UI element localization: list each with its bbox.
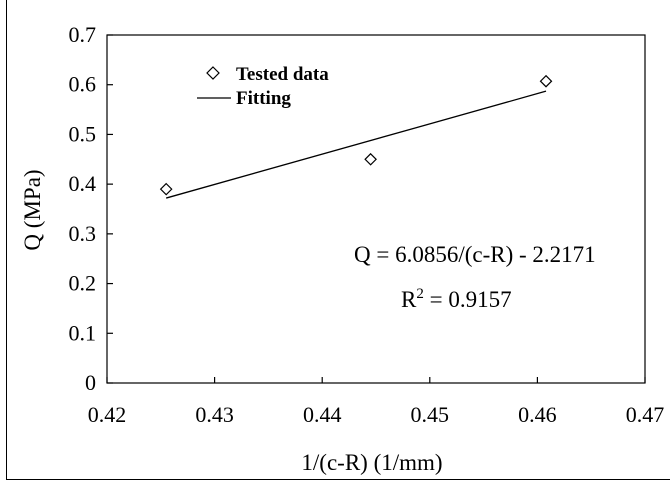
y-tick-label: 0.6 <box>69 72 97 97</box>
legend-label-tested-data: Tested data <box>236 64 329 85</box>
y-tick-label: 0.1 <box>69 320 97 345</box>
y-tick-label: 0.3 <box>69 221 97 246</box>
r-squared-prefix: R <box>401 287 417 312</box>
data-point <box>364 152 377 166</box>
legend-diamond-marker <box>206 66 220 80</box>
data-point <box>539 74 553 88</box>
y-tick-label: 0.2 <box>69 271 97 296</box>
legend-label-fitting: Fitting <box>236 88 291 109</box>
x-axis-title: 1/(c-R) (1/mm) <box>301 450 442 475</box>
r-squared-value: = 0.9157 <box>424 287 512 312</box>
x-tick-label: 0.47 <box>626 402 665 427</box>
y-tick-label: 0.4 <box>69 171 97 196</box>
chart-marks <box>159 74 553 199</box>
y-tick-label: 0.5 <box>69 121 97 146</box>
x-tick-label: 0.43 <box>195 402 234 427</box>
y-tick-label: 0 <box>85 370 96 395</box>
chart-frame <box>6 0 670 480</box>
fit-equation: Q = 6.0856/(c-R) - 2.2171 <box>354 242 596 267</box>
x-tick-label: 0.42 <box>88 402 127 427</box>
y-tick-label: 0.7 <box>69 22 97 47</box>
r-squared-label: R2 = 0.9157 <box>401 286 512 312</box>
x-tick-label: 0.45 <box>411 402 450 427</box>
data-point <box>159 182 173 196</box>
x-tick-label: 0.46 <box>518 402 557 427</box>
legend: Tested data Fitting <box>197 64 329 109</box>
axes: 0 0.1 0.2 0.3 0.4 0.5 0.6 0.7 0.42 0.43 0.44 0.45 0.… <box>69 22 665 427</box>
plot-area-border <box>106 34 646 384</box>
y-axis-title: Q (MPa) <box>20 169 45 250</box>
fitting-line <box>166 90 547 199</box>
r-squared-exponent: 2 <box>416 286 424 302</box>
x-tick-label: 0.44 <box>303 402 342 427</box>
